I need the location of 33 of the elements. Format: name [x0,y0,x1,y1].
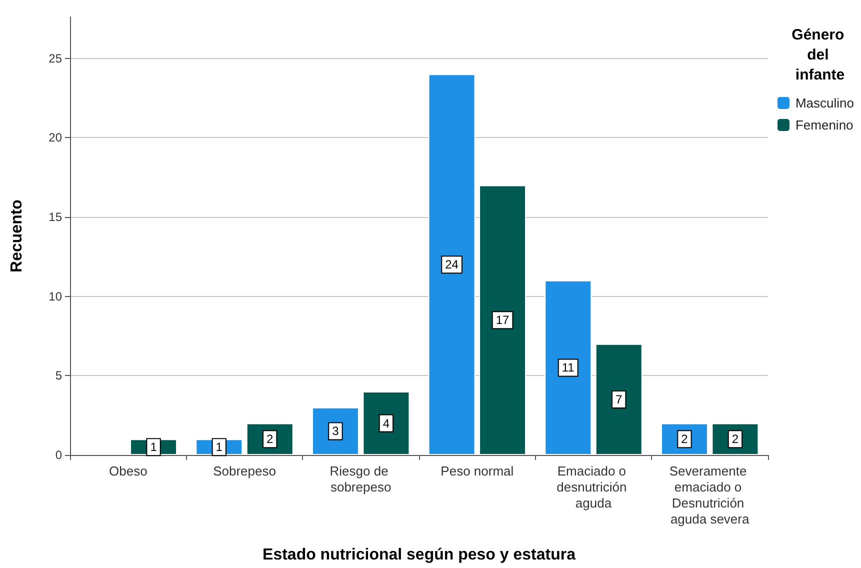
x-tick-label: Peso normal [440,464,514,478]
data-label: 11 [562,360,575,375]
legend-label: Masculino [795,96,854,110]
y-tick-label: 25 [48,51,62,66]
y-tick-label: 15 [48,210,62,224]
data-label: 2 [266,432,274,446]
data-label: 2 [732,432,739,446]
x-axis-title: Estado nutricional según peso y estatura [262,546,576,564]
y-tick-label: 0 [55,448,62,462]
x-tick-label: Severamente emaciado o Desnutrición aguda severa [669,464,750,526]
data-label: 1 [150,440,158,454]
x-tick-label: Sobrepeso [213,464,276,478]
bar [362,392,410,455]
bar [428,74,476,455]
data-label: 24 [445,258,459,272]
data-label: 4 [382,416,390,430]
y-tick-label: 5 [55,368,62,383]
bar [544,280,592,455]
y-tick-label: 20 [48,130,62,145]
x-tick-label: Obeso [109,464,148,478]
data-label: 1 [216,440,223,454]
bar [479,185,526,455]
data-label: 7 [616,392,623,406]
legend-label: Femenino [795,118,854,132]
y-axis-title: Recuento [8,199,26,272]
legend-title: Género del infante [792,26,848,84]
data-label: 17 [496,313,510,328]
x-tick-label: Riesgo de sobrepeso [330,464,392,494]
x-tick-label: Emaciado o desnutrición aguda [556,464,630,510]
y-tick-label: 10 [48,289,62,304]
data-label: 2 [681,432,688,446]
bar [595,344,642,455]
data-label: 3 [332,424,340,438]
